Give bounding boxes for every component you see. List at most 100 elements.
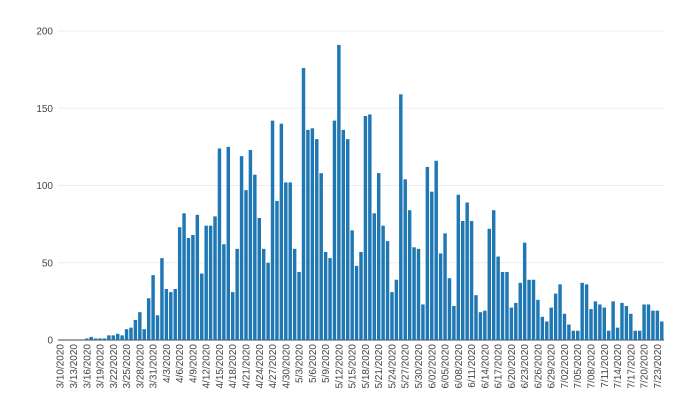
- bar[interactable]: [182, 213, 186, 340]
- bar[interactable]: [461, 221, 465, 340]
- bar[interactable]: [253, 174, 257, 340]
- bar[interactable]: [208, 225, 213, 340]
- bar[interactable]: [474, 295, 478, 340]
- bar[interactable]: [642, 304, 646, 340]
- bar[interactable]: [518, 282, 522, 340]
- bar[interactable]: [487, 228, 491, 340]
- bar[interactable]: [337, 44, 341, 340]
- bar[interactable]: [98, 338, 102, 340]
- bar[interactable]: [430, 191, 434, 340]
- bar[interactable]: [288, 182, 292, 340]
- bar[interactable]: [496, 256, 500, 340]
- bar[interactable]: [580, 282, 584, 340]
- bar[interactable]: [350, 230, 354, 340]
- bar[interactable]: [226, 146, 231, 341]
- bar[interactable]: [93, 338, 98, 340]
- bar[interactable]: [562, 313, 567, 340]
- bar[interactable]: [354, 265, 359, 340]
- bar[interactable]: [368, 114, 372, 341]
- bar[interactable]: [456, 194, 461, 340]
- bar[interactable]: [394, 279, 399, 340]
- bar[interactable]: [195, 214, 200, 340]
- bar[interactable]: [306, 129, 310, 340]
- bar[interactable]: [120, 335, 124, 340]
- bar[interactable]: [549, 307, 553, 340]
- bar[interactable]: [102, 338, 107, 340]
- bar[interactable]: [637, 330, 642, 340]
- bar[interactable]: [403, 179, 407, 340]
- bar[interactable]: [660, 321, 664, 340]
- bar[interactable]: [292, 248, 297, 340]
- bar[interactable]: [505, 272, 509, 340]
- bar[interactable]: [319, 173, 323, 340]
- bar[interactable]: [602, 307, 607, 340]
- bar[interactable]: [381, 225, 385, 340]
- bar[interactable]: [297, 272, 301, 340]
- bar[interactable]: [567, 324, 571, 340]
- bar[interactable]: [261, 248, 266, 340]
- bar[interactable]: [85, 338, 89, 340]
- bar[interactable]: [177, 227, 182, 340]
- bar[interactable]: [310, 128, 315, 340]
- bar[interactable]: [270, 120, 275, 340]
- bar[interactable]: [266, 262, 270, 340]
- bar[interactable]: [531, 279, 536, 340]
- bar[interactable]: [421, 304, 425, 340]
- bar[interactable]: [133, 319, 138, 340]
- bar[interactable]: [633, 330, 637, 340]
- bar[interactable]: [244, 190, 248, 340]
- bar[interactable]: [155, 315, 160, 340]
- bar[interactable]: [328, 258, 332, 340]
- bar[interactable]: [213, 216, 217, 340]
- bar[interactable]: [576, 330, 580, 340]
- bar[interactable]: [407, 210, 412, 340]
- bar[interactable]: [611, 301, 615, 341]
- bar[interactable]: [372, 213, 376, 340]
- bar[interactable]: [522, 242, 527, 340]
- bar[interactable]: [204, 225, 208, 340]
- bar[interactable]: [275, 200, 279, 340]
- bar[interactable]: [284, 182, 288, 340]
- bar[interactable]: [332, 120, 337, 340]
- bar[interactable]: [235, 248, 239, 340]
- bar[interactable]: [465, 202, 469, 341]
- bar[interactable]: [164, 289, 169, 340]
- bar[interactable]: [222, 244, 226, 340]
- bar[interactable]: [553, 293, 558, 340]
- bar[interactable]: [558, 284, 562, 340]
- bar[interactable]: [651, 310, 655, 340]
- bar[interactable]: [425, 166, 430, 340]
- bar[interactable]: [434, 160, 438, 340]
- bar[interactable]: [186, 238, 191, 340]
- bar[interactable]: [584, 284, 589, 340]
- bar[interactable]: [545, 321, 549, 340]
- bar[interactable]: [200, 273, 204, 340]
- bar[interactable]: [248, 149, 253, 340]
- bar[interactable]: [279, 123, 284, 340]
- bar[interactable]: [620, 302, 624, 340]
- bar[interactable]: [173, 289, 177, 340]
- bar[interactable]: [443, 233, 447, 340]
- bar[interactable]: [438, 253, 443, 340]
- bar[interactable]: [346, 139, 350, 340]
- bar[interactable]: [500, 272, 505, 340]
- bar[interactable]: [341, 129, 346, 340]
- bar[interactable]: [111, 335, 116, 340]
- bar[interactable]: [416, 248, 421, 340]
- bar[interactable]: [191, 234, 195, 340]
- bar[interactable]: [301, 68, 306, 340]
- bar[interactable]: [598, 304, 602, 340]
- bar[interactable]: [509, 307, 514, 340]
- bar[interactable]: [624, 306, 629, 340]
- bar[interactable]: [146, 298, 151, 340]
- bar[interactable]: [257, 217, 261, 340]
- bar[interactable]: [151, 275, 155, 340]
- bar[interactable]: [315, 139, 319, 340]
- bar[interactable]: [89, 336, 93, 340]
- bar[interactable]: [363, 115, 368, 340]
- bar[interactable]: [447, 278, 452, 340]
- bar[interactable]: [160, 258, 164, 340]
- bar[interactable]: [115, 333, 120, 340]
- bar[interactable]: [571, 330, 576, 340]
- bar[interactable]: [589, 309, 593, 340]
